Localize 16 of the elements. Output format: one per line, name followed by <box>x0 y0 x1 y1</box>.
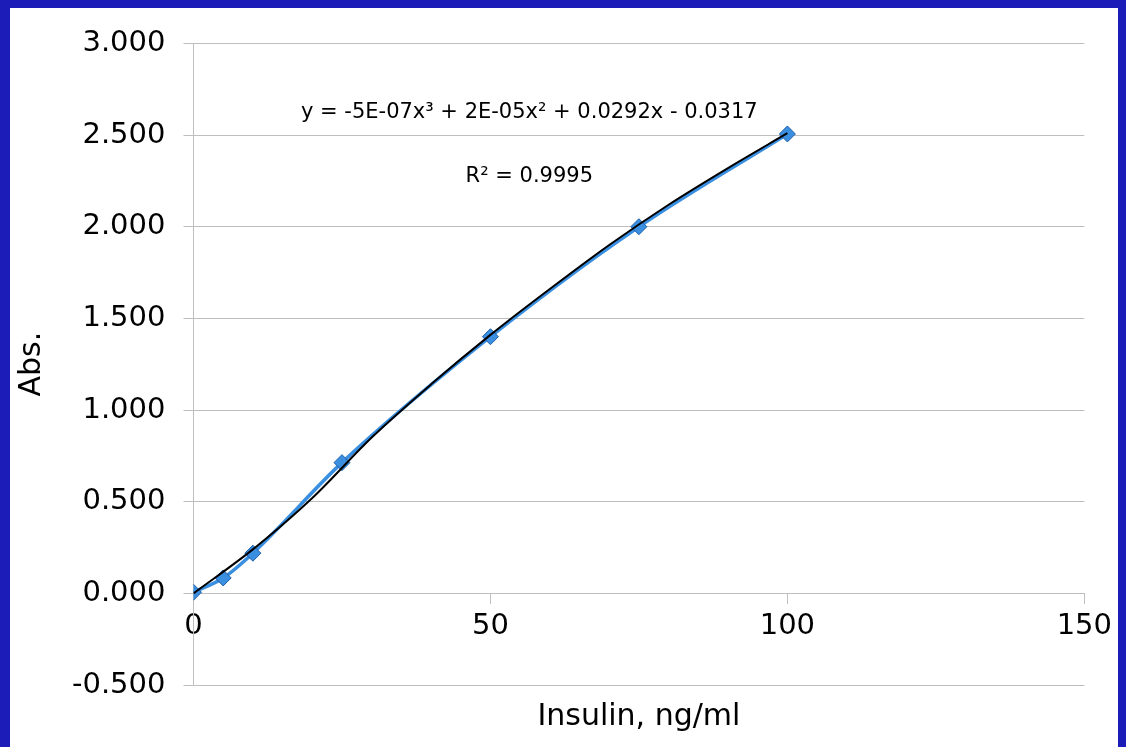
annotation: y = -5E-07x³ + 2E-05x² + 0.0292x - 0.0317 <box>300 99 758 124</box>
x-tick-label: 150 <box>1056 607 1112 642</box>
y-tick-label: 2.500 <box>82 115 166 150</box>
y-tick-label: 3.000 <box>82 23 166 58</box>
x-tick-label: 50 <box>471 607 509 642</box>
y-tick-label: 2.000 <box>82 207 166 242</box>
x-tick-label: 0 <box>184 607 203 642</box>
y-tick-label: -0.500 <box>71 665 166 700</box>
x-tick-label: 100 <box>759 607 816 642</box>
y-tick-label: 1.000 <box>82 390 166 425</box>
annotation: R² = 0.9995 <box>465 162 594 187</box>
y-tick-label: 0.500 <box>82 482 166 517</box>
y-tick-label: 1.500 <box>82 298 166 333</box>
y-axis-title: Abs. <box>11 331 47 397</box>
y-tick-label: 0.000 <box>82 573 166 608</box>
x-axis-title: Insulin, ng/ml <box>537 696 741 732</box>
